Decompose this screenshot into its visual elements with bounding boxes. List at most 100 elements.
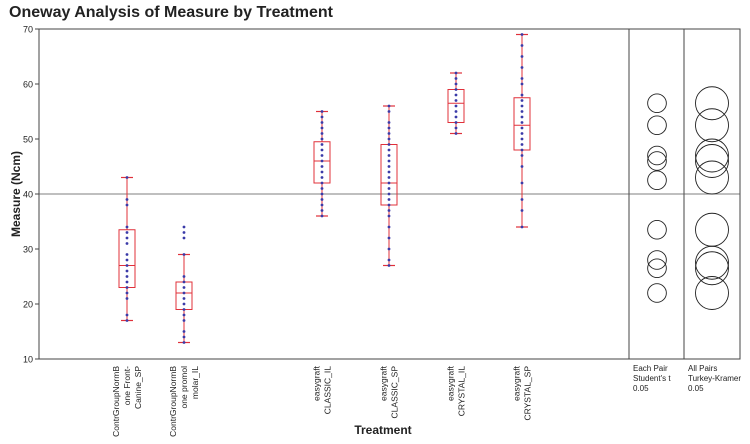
x-tick-label: easygraft bbox=[379, 365, 389, 401]
data-point bbox=[320, 132, 324, 135]
data-point bbox=[387, 143, 391, 146]
data-point bbox=[387, 148, 391, 152]
data-point bbox=[387, 225, 391, 229]
data-point bbox=[454, 104, 458, 108]
y-tick-label: 10 bbox=[23, 355, 33, 365]
data-point bbox=[520, 55, 524, 58]
data-point bbox=[520, 165, 524, 168]
y-tick-label: 50 bbox=[23, 135, 33, 145]
y-tick-label: 30 bbox=[23, 245, 33, 255]
data-point bbox=[125, 225, 129, 229]
y-tick-label: 70 bbox=[23, 25, 33, 35]
data-point bbox=[387, 110, 391, 113]
comparison-circle bbox=[647, 258, 667, 279]
data-point bbox=[320, 203, 324, 207]
x-tick-label: CLASSIC_IL bbox=[323, 366, 333, 414]
data-point bbox=[387, 203, 391, 207]
x-tick-label: ContrGroupNormB bbox=[111, 366, 121, 437]
panel-label: 0.05 bbox=[633, 384, 649, 393]
panel-label: Turkey-Kramer bbox=[688, 374, 741, 383]
data-point bbox=[182, 308, 186, 311]
comparison-circle bbox=[647, 170, 667, 191]
data-point bbox=[454, 77, 458, 80]
x-tick-label: easygraft bbox=[512, 365, 522, 401]
data-point bbox=[387, 181, 391, 185]
data-point bbox=[387, 137, 391, 141]
y-axis-label: Measure (Ncm) bbox=[9, 151, 23, 237]
comparison-circle bbox=[695, 160, 729, 195]
data-point bbox=[520, 66, 524, 69]
data-point bbox=[320, 209, 324, 212]
chart-title: Oneway Analysis of Measure by Treatment bbox=[9, 4, 333, 21]
data-point bbox=[520, 225, 524, 229]
data-point bbox=[125, 297, 129, 300]
data-point bbox=[387, 132, 391, 135]
data-point bbox=[320, 198, 324, 201]
data-point bbox=[387, 198, 391, 201]
data-point bbox=[520, 33, 524, 36]
panel-label: Student's t bbox=[633, 374, 671, 383]
data-point bbox=[387, 187, 391, 190]
data-point bbox=[125, 313, 129, 317]
data-point bbox=[520, 110, 524, 113]
panel-label: 0.05 bbox=[688, 384, 704, 393]
box-plots bbox=[118, 33, 531, 344]
data-point bbox=[520, 143, 524, 146]
data-point bbox=[454, 110, 458, 113]
data-point bbox=[320, 192, 324, 196]
data-point bbox=[125, 319, 129, 322]
data-point bbox=[320, 121, 324, 124]
data-point bbox=[125, 176, 129, 179]
comparison-circle bbox=[695, 86, 729, 121]
x-tick-label: CRYSTAL_SP bbox=[523, 366, 533, 421]
data-point bbox=[320, 214, 324, 218]
panel-label: All Pairs bbox=[688, 364, 717, 373]
data-point bbox=[387, 258, 391, 262]
data-point bbox=[125, 291, 129, 295]
box-iqr bbox=[380, 144, 398, 206]
data-point bbox=[320, 165, 324, 168]
data-point bbox=[182, 275, 186, 278]
data-point bbox=[520, 209, 524, 212]
data-point bbox=[454, 93, 458, 97]
y-axis: 10 20 30 40 50 60 70 bbox=[23, 25, 39, 365]
data-point bbox=[182, 286, 186, 289]
x-tick-label: one promol bbox=[179, 366, 189, 409]
data-point bbox=[125, 280, 129, 284]
comparison-panel bbox=[647, 93, 667, 303]
x-tick-label: easygraft bbox=[312, 365, 322, 401]
x-tick-label: ContrGroupNormB bbox=[168, 366, 178, 437]
data-point bbox=[387, 126, 391, 130]
data-point bbox=[320, 148, 324, 152]
data-point bbox=[182, 253, 186, 256]
data-point bbox=[387, 236, 391, 240]
data-point bbox=[320, 110, 324, 113]
data-point bbox=[125, 275, 129, 278]
comparison-circle bbox=[647, 283, 667, 303]
data-point bbox=[320, 176, 324, 179]
data-point bbox=[454, 132, 458, 135]
data-point bbox=[182, 302, 186, 306]
data-point bbox=[182, 236, 186, 240]
data-point bbox=[125, 264, 129, 267]
comparison-circle bbox=[647, 151, 667, 171]
data-point bbox=[182, 297, 186, 300]
data-point bbox=[182, 225, 186, 229]
data-point bbox=[520, 77, 524, 80]
data-point bbox=[182, 319, 186, 322]
comparison-circle bbox=[695, 251, 729, 286]
comparison-circle bbox=[695, 276, 729, 310]
data-point bbox=[520, 137, 524, 141]
data-point bbox=[454, 121, 458, 124]
data-point bbox=[520, 148, 524, 152]
comparison-circle bbox=[695, 245, 729, 280]
data-point bbox=[387, 264, 391, 267]
y-tick-label: 60 bbox=[23, 80, 33, 90]
data-point bbox=[454, 71, 458, 75]
data-point bbox=[454, 126, 458, 130]
data-point bbox=[387, 165, 391, 168]
comparison-circle bbox=[647, 145, 667, 166]
data-point bbox=[125, 258, 129, 262]
comparison-circle bbox=[647, 93, 667, 114]
